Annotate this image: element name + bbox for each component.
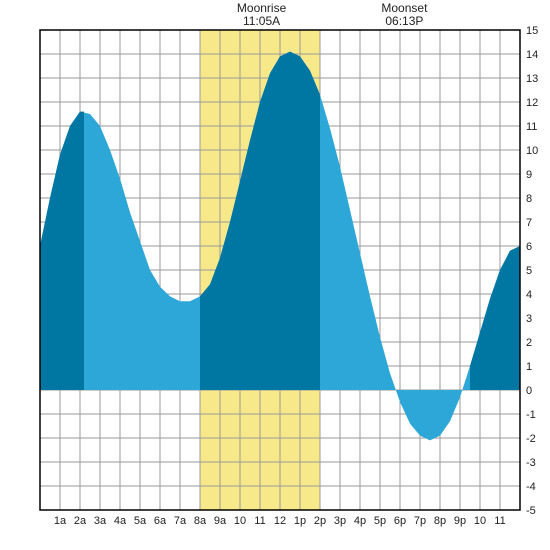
x-tick-label: 4a (114, 515, 127, 527)
y-tick-label: 6 (526, 241, 532, 253)
x-tick-label: 10 (474, 515, 486, 527)
chart-svg: -5-4-3-2-101234567891011121314151a2a3a4a… (0, 0, 550, 550)
x-tick-label: 4p (354, 515, 366, 527)
top-label-sub: 11:05A (243, 14, 280, 28)
x-tick-label: 1p (294, 515, 306, 527)
y-tick-label: 7 (526, 217, 532, 229)
y-tick-label: 5 (526, 265, 532, 277)
x-tick-label: 2a (74, 515, 87, 527)
y-tick-label: 13 (526, 73, 538, 85)
y-tick-label: 14 (526, 49, 538, 61)
x-tick-label: 8a (194, 515, 207, 527)
y-tick-label: 3 (526, 313, 532, 325)
x-tick-label: 1a (54, 515, 67, 527)
x-tick-label: 7p (414, 515, 426, 527)
x-tick-label: 2p (314, 515, 326, 527)
x-tick-label: 11 (254, 515, 265, 527)
y-tick-label: -4 (526, 481, 536, 493)
y-tick-label: 2 (526, 337, 532, 349)
x-tick-label: 8p (434, 515, 446, 527)
x-tick-label: 5p (374, 515, 386, 527)
y-tick-label: 12 (526, 97, 538, 109)
y-tick-label: -2 (526, 433, 536, 445)
top-label-title: Moonrise (237, 1, 287, 15)
x-tick-label: 9a (214, 515, 227, 527)
x-tick-label: 7a (174, 515, 187, 527)
x-tick-label: 12 (274, 515, 286, 527)
y-tick-label: 10 (526, 145, 538, 157)
top-label-sub: 06:13P (385, 14, 423, 28)
y-tick-label: -3 (526, 457, 536, 469)
x-tick-label: 11 (494, 515, 505, 527)
y-tick-label: 4 (526, 289, 532, 301)
y-tick-label: 0 (526, 385, 532, 397)
x-tick-label: 5a (134, 515, 147, 527)
y-tick-label: -5 (526, 505, 536, 517)
top-label-title: Moonset (381, 1, 428, 15)
x-tick-label: 9p (454, 515, 466, 527)
y-tick-label: 15 (526, 25, 538, 37)
y-tick-label: 8 (526, 193, 532, 205)
x-tick-label: 3a (94, 515, 107, 527)
tide-chart: -5-4-3-2-101234567891011121314151a2a3a4a… (0, 0, 550, 550)
x-tick-label: 6p (394, 515, 406, 527)
y-tick-label: 9 (526, 169, 532, 181)
y-tick-label: -1 (526, 409, 536, 421)
x-tick-label: 10 (234, 515, 246, 527)
x-tick-label: 3p (334, 515, 346, 527)
y-tick-label: 11 (526, 121, 537, 133)
x-tick-label: 6a (154, 515, 167, 527)
y-tick-label: 1 (526, 361, 532, 373)
